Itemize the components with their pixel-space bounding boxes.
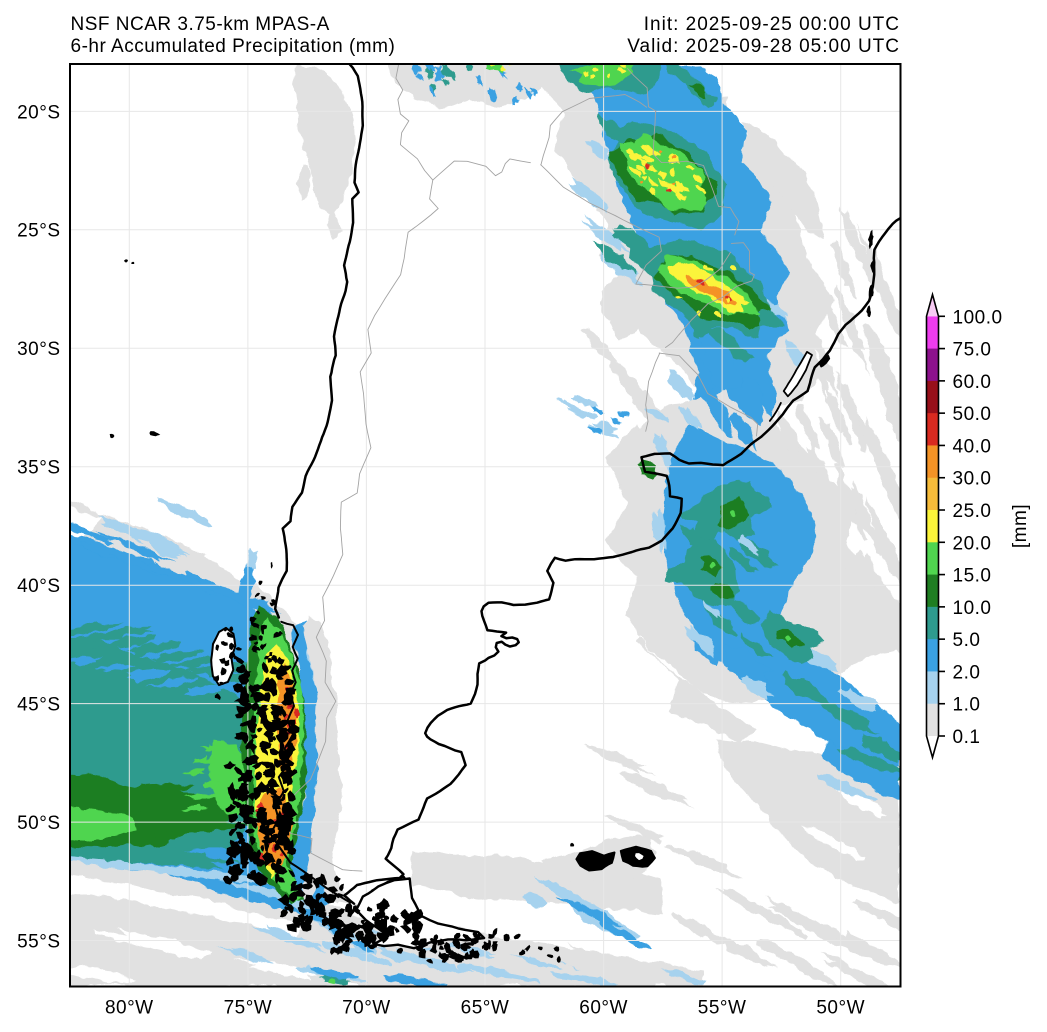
svg-text:80°W: 80°W: [105, 998, 154, 1019]
svg-text:65°W: 65°W: [461, 998, 510, 1019]
svg-text:75°W: 75°W: [224, 998, 273, 1019]
svg-text:60°W: 60°W: [579, 998, 628, 1019]
svg-text:15.0: 15.0: [953, 566, 992, 587]
svg-text:75.0: 75.0: [953, 340, 992, 361]
svg-text:5.0: 5.0: [953, 630, 981, 651]
svg-text:10.0: 10.0: [953, 598, 992, 619]
svg-text:40°S: 40°S: [17, 576, 60, 597]
svg-text:100.0: 100.0: [953, 307, 1003, 328]
svg-text:50°W: 50°W: [816, 998, 865, 1019]
svg-text:6-hr Accumulated Precipitation: 6-hr Accumulated Precipitation (mm): [71, 36, 396, 57]
svg-text:[mm]: [mm]: [1010, 504, 1031, 548]
svg-text:1.0: 1.0: [953, 695, 981, 716]
svg-text:70°W: 70°W: [342, 998, 391, 1019]
svg-text:50.0: 50.0: [953, 404, 992, 425]
svg-text:Valid: 2025-09-28 05:00 UTC: Valid: 2025-09-28 05:00 UTC: [627, 36, 900, 57]
svg-text:20.0: 20.0: [953, 533, 992, 554]
svg-text:25°S: 25°S: [17, 221, 60, 242]
svg-text:Init: 2025-09-25 00:00 UTC: Init: 2025-09-25 00:00 UTC: [644, 14, 900, 35]
svg-text:55°W: 55°W: [698, 998, 747, 1019]
svg-text:0.1: 0.1: [953, 727, 981, 748]
svg-text:20°S: 20°S: [17, 102, 60, 123]
svg-text:25.0: 25.0: [953, 501, 992, 522]
svg-text:50°S: 50°S: [17, 813, 60, 834]
svg-text:NSF NCAR 3.75-km MPAS-A: NSF NCAR 3.75-km MPAS-A: [71, 14, 330, 35]
svg-text:55°S: 55°S: [17, 931, 60, 952]
svg-text:2.0: 2.0: [953, 662, 981, 683]
svg-text:40.0: 40.0: [953, 436, 992, 457]
svg-text:45°S: 45°S: [17, 695, 60, 716]
svg-text:30°S: 30°S: [17, 339, 60, 360]
svg-text:60.0: 60.0: [953, 372, 992, 393]
svg-text:30.0: 30.0: [953, 469, 992, 490]
svg-text:35°S: 35°S: [17, 458, 60, 479]
